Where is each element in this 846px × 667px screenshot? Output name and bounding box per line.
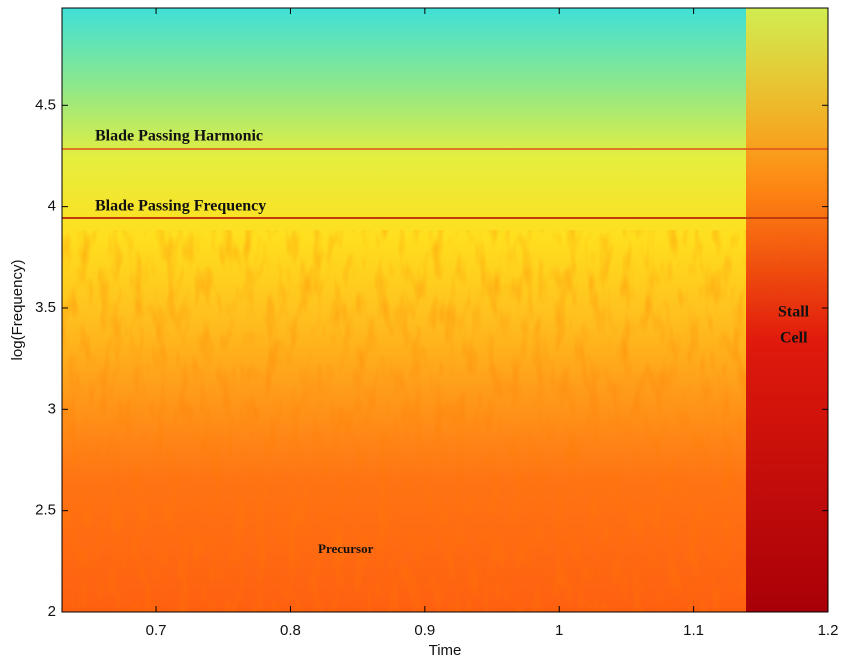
y-tick-label: 2.5: [35, 502, 56, 519]
annotation: Stall: [778, 304, 810, 321]
x-tick-label: 0.7: [146, 622, 167, 639]
y-tick-label: 4: [48, 198, 56, 215]
x-axis-label: Time: [429, 642, 462, 659]
annotation: Precursor: [318, 541, 374, 556]
x-tick-label: 1.2: [818, 622, 839, 639]
y-tick-label: 4.5: [35, 96, 56, 113]
y-tick-label: 3: [48, 400, 56, 417]
x-tick-label: 1.1: [683, 622, 704, 639]
x-tick-label: 1: [555, 622, 563, 639]
plot-frame: [61, 7, 829, 613]
annotation: Blade Passing Harmonic: [95, 128, 263, 145]
y-tick-label: 3.5: [35, 299, 56, 316]
spectrogram-image: [62, 8, 828, 612]
annotation: Blade Passing Frequency: [95, 198, 266, 215]
x-tick-label: 0.9: [414, 622, 435, 639]
x-tick-label: 0.8: [280, 622, 301, 639]
y-tick-label: 2: [48, 603, 56, 620]
annotation: Cell: [780, 330, 808, 347]
y-axis-label: log(Frequency): [9, 260, 26, 361]
